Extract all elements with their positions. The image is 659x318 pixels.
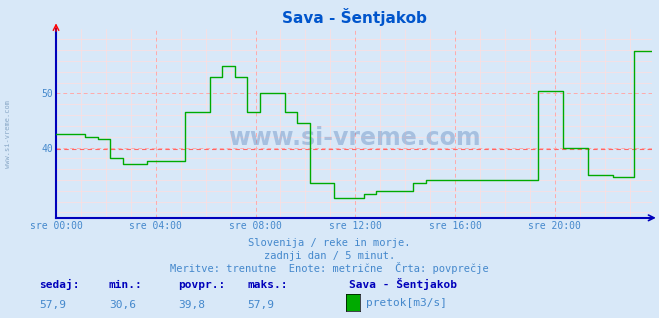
Text: maks.:: maks.: [247, 280, 287, 290]
Text: povpr.:: povpr.: [178, 280, 225, 290]
Text: sedaj:: sedaj: [40, 279, 80, 290]
Text: pretok[m3/s]: pretok[m3/s] [366, 298, 447, 308]
Text: Slovenija / reke in morje.: Slovenija / reke in morje. [248, 238, 411, 248]
Title: Sava - Šentjakob: Sava - Šentjakob [282, 8, 426, 26]
Text: www.si-vreme.com: www.si-vreme.com [5, 100, 11, 168]
Text: zadnji dan / 5 minut.: zadnji dan / 5 minut. [264, 251, 395, 261]
Text: 57,9: 57,9 [247, 301, 274, 310]
Text: min.:: min.: [109, 280, 142, 290]
Text: 39,8: 39,8 [178, 301, 205, 310]
Text: 30,6: 30,6 [109, 301, 136, 310]
Text: Meritve: trenutne  Enote: metrične  Črta: povprečje: Meritve: trenutne Enote: metrične Črta: … [170, 262, 489, 274]
Text: www.si-vreme.com: www.si-vreme.com [228, 126, 480, 150]
Text: 57,9: 57,9 [40, 301, 67, 310]
Text: Sava - Šentjakob: Sava - Šentjakob [349, 278, 457, 290]
